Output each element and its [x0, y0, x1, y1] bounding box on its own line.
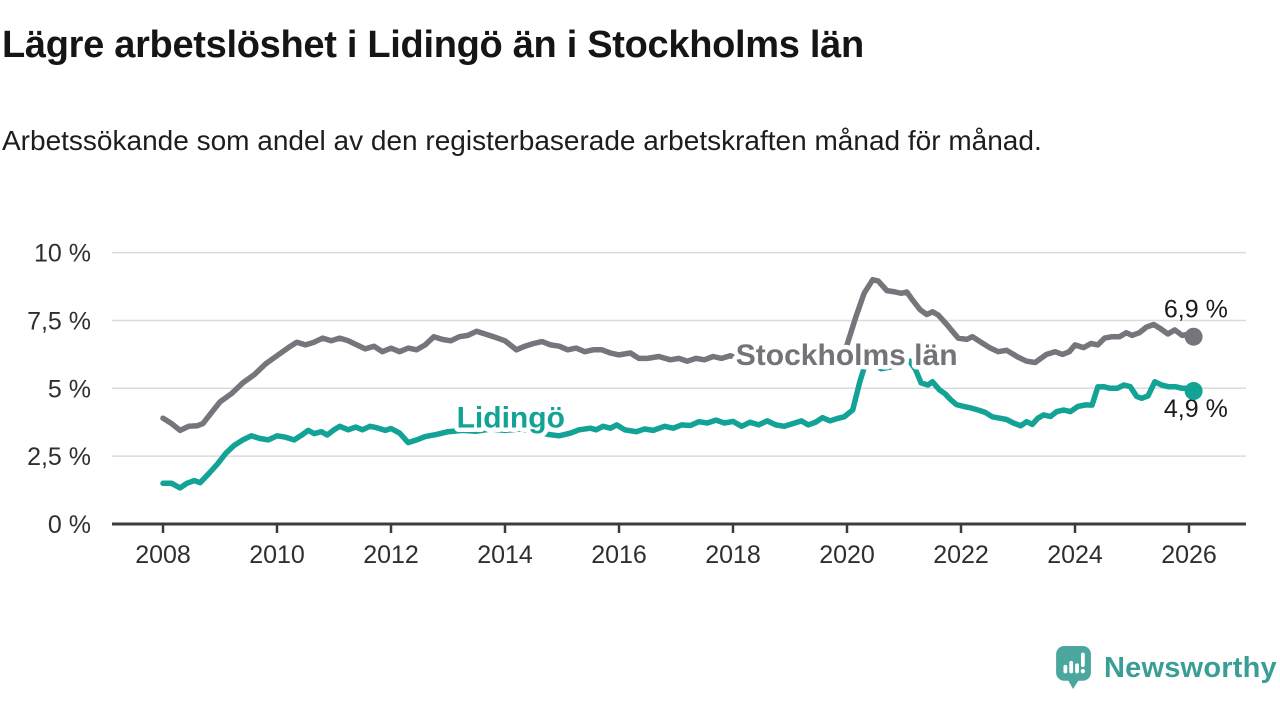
newsworthy-logo: Newsworthy	[1056, 646, 1277, 690]
y-tick-label: 10 %	[34, 240, 91, 268]
x-tick-label: 2010	[249, 541, 305, 569]
y-tick-label: 5 %	[48, 375, 91, 403]
x-tick-label: 2024	[1047, 541, 1103, 569]
chart-subtitle: Arbetssökande som andel av den registerb…	[2, 125, 1042, 156]
series-label: Stockholms län	[736, 339, 958, 372]
y-tick-label: 0 %	[48, 511, 91, 539]
chart-title: Lägre arbetslöshet i Lidingö än i Stockh…	[2, 24, 864, 66]
end-value-label: 6,9 %	[1164, 296, 1228, 324]
x-tick-label: 2020	[819, 541, 875, 569]
end-value-label: 4,9 %	[1164, 395, 1228, 423]
x-tick-label: 2014	[477, 541, 533, 569]
x-tick-label: 2022	[933, 541, 989, 569]
series-line-liding-	[160, 358, 1197, 491]
end-dot-liding-	[1184, 382, 1203, 400]
series-label: Lidingö	[457, 402, 565, 435]
x-tick-label: 2012	[363, 541, 419, 569]
x-tick-label: 2018	[705, 541, 761, 569]
x-tick-label: 2026	[1161, 541, 1217, 569]
x-tick-label: 2016	[591, 541, 647, 569]
x-tick-label: 2008	[135, 541, 191, 569]
end-dot-stockholms-l-n	[1184, 327, 1203, 346]
series-line-stockholms-l-n	[160, 276, 1197, 434]
y-tick-label: 2,5 %	[27, 443, 91, 471]
newsworthy-bars-icon	[1056, 646, 1091, 689]
y-tick-label: 7,5 %	[27, 307, 91, 335]
newsworthy-logo-text: Newsworthy	[1104, 651, 1277, 684]
